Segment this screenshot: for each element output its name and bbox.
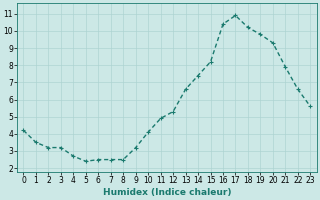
X-axis label: Humidex (Indice chaleur): Humidex (Indice chaleur) [103,188,231,197]
